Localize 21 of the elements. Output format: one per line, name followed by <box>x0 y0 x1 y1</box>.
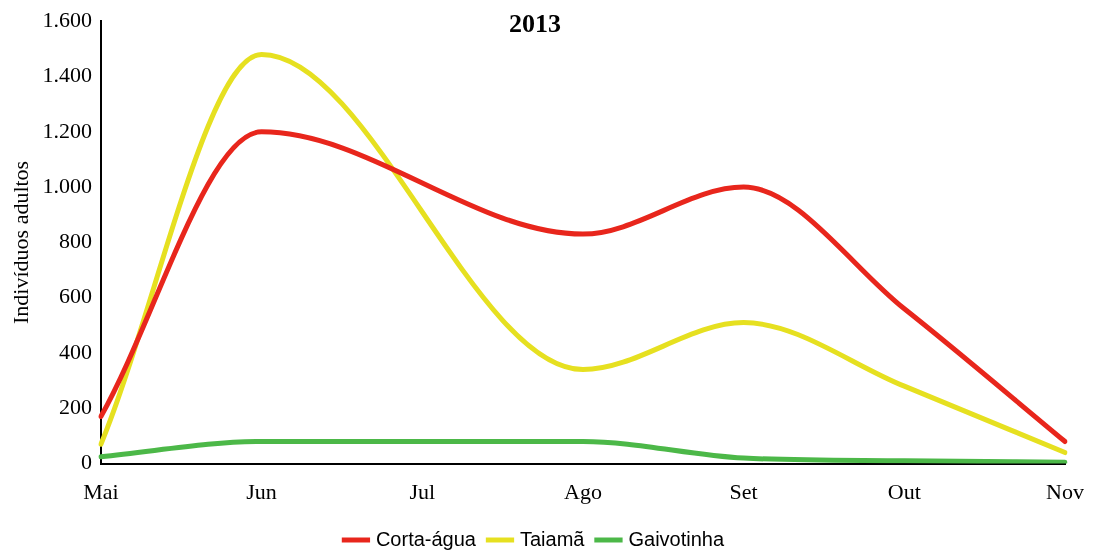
y-axis-title: Indivíduos adultos <box>7 160 33 324</box>
legend-label: Gaivotinha <box>628 527 725 550</box>
x-tick-label: Jun <box>246 478 277 504</box>
x-tick-label: Out <box>887 478 921 504</box>
y-tick-label: 1.200 <box>42 117 92 143</box>
x-tick-label: Set <box>729 478 758 504</box>
legend-label: Taiamã <box>519 527 586 550</box>
y-tick-label: 800 <box>58 228 92 254</box>
y-tick-label: 600 <box>58 283 92 309</box>
legend-label: Corta-água <box>375 527 477 550</box>
y-tick-label: 400 <box>58 338 92 364</box>
y-tick-label: 1.400 <box>42 62 92 88</box>
chart-title: 2013 <box>509 9 561 39</box>
y-tick-label: 1.600 <box>42 6 92 32</box>
y-tick-label: 1.000 <box>42 172 92 198</box>
x-tick-label: Nov <box>1046 478 1084 504</box>
x-tick-label: Jul <box>409 478 436 504</box>
x-tick-label: Mai <box>83 478 119 504</box>
y-tick-label: 0 <box>80 449 92 475</box>
x-tick-label: Ago <box>564 478 602 504</box>
y-tick-label: 200 <box>58 394 92 420</box>
